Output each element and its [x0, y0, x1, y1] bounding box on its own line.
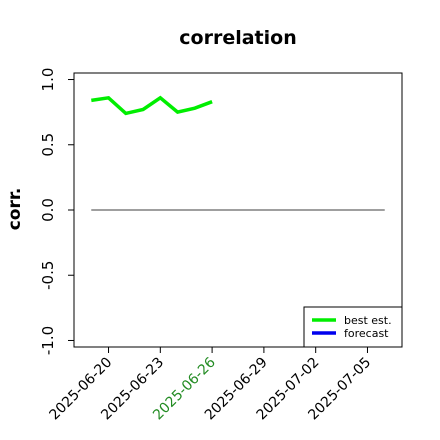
y-tick-label: -0.5: [39, 261, 57, 290]
y-tick-label: 1.0: [39, 68, 57, 92]
y-tick-label: 0.5: [39, 133, 57, 157]
legend: best est.forecast: [303, 306, 403, 348]
y-tick-label: -1.0: [39, 326, 57, 355]
y-axis: -1.0 -0.5 0.0 0.5 1.0: [39, 68, 74, 355]
series-line-best-estimate: [91, 95, 213, 116]
x-axis: 2025-06-202025-06-232025-06-262025-06-29…: [47, 347, 374, 423]
plot-lines: [91, 95, 385, 211]
y-tick-label: 0.0: [39, 198, 57, 222]
chart-title: correlation: [179, 27, 296, 49]
legend-label: forecast: [344, 327, 389, 340]
y-axis-label: corr.: [5, 188, 25, 231]
legend-box: [303, 306, 403, 348]
legend-label: best est.: [344, 314, 392, 327]
